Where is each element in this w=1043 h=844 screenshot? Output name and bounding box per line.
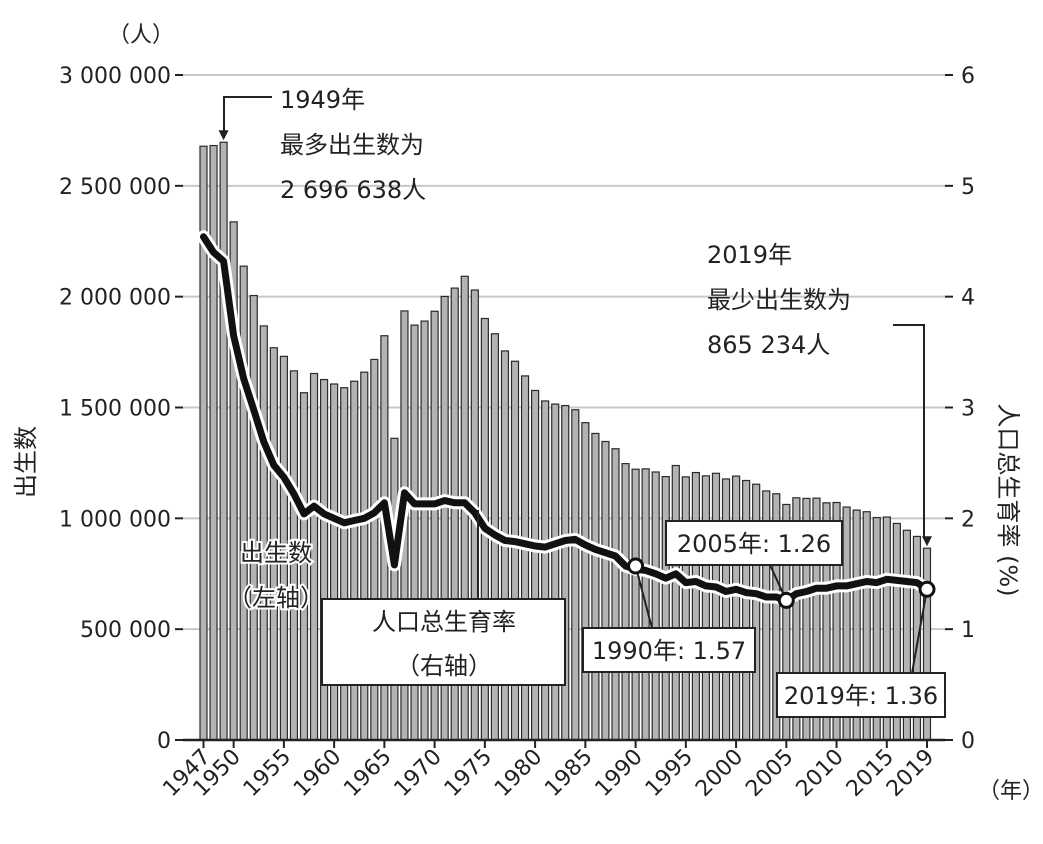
birth-bar [711,472,721,741]
fertility-series-label: 人口总生育率 [372,608,516,636]
fertility-label-box [321,598,566,686]
min-births-leader [893,324,925,539]
birth-bar [551,403,560,741]
min-births-label: 865 234人 [707,331,830,359]
x-tick-label: 1975 [440,745,497,802]
right-tick-label: 3 [961,397,975,422]
right-tick-label: 5 [961,175,975,200]
birth-bar [581,422,590,741]
right-tick-label: 1 [961,618,975,643]
tfr-2019-leader [911,589,928,674]
tfr-2005-label: 2005年: 1.26 [677,530,831,558]
tfr-1990-marker [627,557,645,575]
x-tick-label: 1960 [289,745,346,802]
x-tick-label: 2010 [792,745,849,802]
birth-bar [541,400,550,741]
x-tick-label: 2019 [882,745,939,802]
birth-bar [701,475,711,741]
left-tick-label: 1 000 000 [59,507,171,532]
fertility-series-label: （右轴） [396,652,492,680]
x-tick-label: 1995 [641,745,698,802]
tfr-2005-marker [777,591,795,609]
birth-bar [611,448,620,741]
birth-bar [390,437,399,741]
max-births-label: 1949年 [280,86,365,114]
tfr-1990-label: 1990年: 1.57 [592,637,746,665]
max-births-label: 最多出生数为 [280,131,424,159]
birth-bar [742,479,751,741]
birth-bar [561,404,570,741]
max-births-leader [223,96,272,134]
birth-bar [631,468,640,741]
tfr-2019-marker [918,580,936,598]
right-tick-label: 6 [961,64,975,89]
birth-bar [571,409,580,741]
birth-bar [591,432,600,741]
birth-bar [350,380,359,741]
fertility-line [197,230,934,607]
left-tick-label: 0 [157,729,171,754]
x-tick-label: 1990 [591,745,648,802]
tfr-2005-box [665,520,843,566]
birth-bar [661,475,670,741]
max-births-arrow [218,130,229,141]
birth-bar [601,440,610,741]
left-tick-label: 2 500 000 [59,175,171,200]
x-tick-label: 1985 [540,745,597,802]
right-tick-label: 2 [961,507,975,532]
right-tick-label: 4 [961,286,975,311]
x-tick-label: 1955 [239,745,296,802]
min-births-arrow [922,536,932,547]
birth-bar [340,387,349,741]
x-tick-label: 1965 [339,745,396,802]
axes [175,74,953,748]
birth-bar [621,463,630,741]
left-axis-unit: （人） [108,23,174,48]
min-births-label: 2019年 [707,241,792,269]
x-tick-label: 2005 [741,745,798,802]
tfr-1990-leader [634,565,653,629]
left-tick-label: 1 500 000 [59,397,171,422]
birth-bar [249,294,258,741]
left-tick-label: 500 000 [80,618,171,643]
birth-bar [681,476,690,741]
birth-bar [259,325,268,741]
birth-bar [721,478,731,741]
birth-bar [209,144,218,741]
right-tick-label: 0 [961,729,975,754]
x-axis-unit: （年） [978,779,1043,804]
birth-bar [531,389,540,741]
max-births-label: 2 696 638人 [280,176,426,204]
birth-bar [239,265,248,741]
birth-bar [330,383,339,741]
left-tick-label: 3 000 000 [59,64,171,89]
x-tick-label: 2000 [691,745,748,802]
right-axis-title: 人口总生育率 (%) [994,403,1022,596]
birth-bar [219,141,228,741]
births-series-label: （左轴） [228,584,324,612]
birth-bar [671,464,680,741]
birth-bar [731,475,741,741]
min-births-label: 最少出生数为 [707,286,851,314]
tfr-1990-box [582,627,756,673]
tfr-2019-label: 2019年: 1.36 [784,682,938,710]
tfr-2019-box [776,672,946,718]
left-axis-title: 出生数 [12,426,40,498]
births-series-label: 出生数 [240,539,312,567]
left-tick-label: 2 000 000 [59,286,171,311]
birth-bar [651,471,660,741]
fertility-line-path [200,233,931,604]
birth-bar [691,471,700,741]
x-tick-label: 1970 [390,745,447,802]
x-tick-label: 1980 [490,745,547,802]
